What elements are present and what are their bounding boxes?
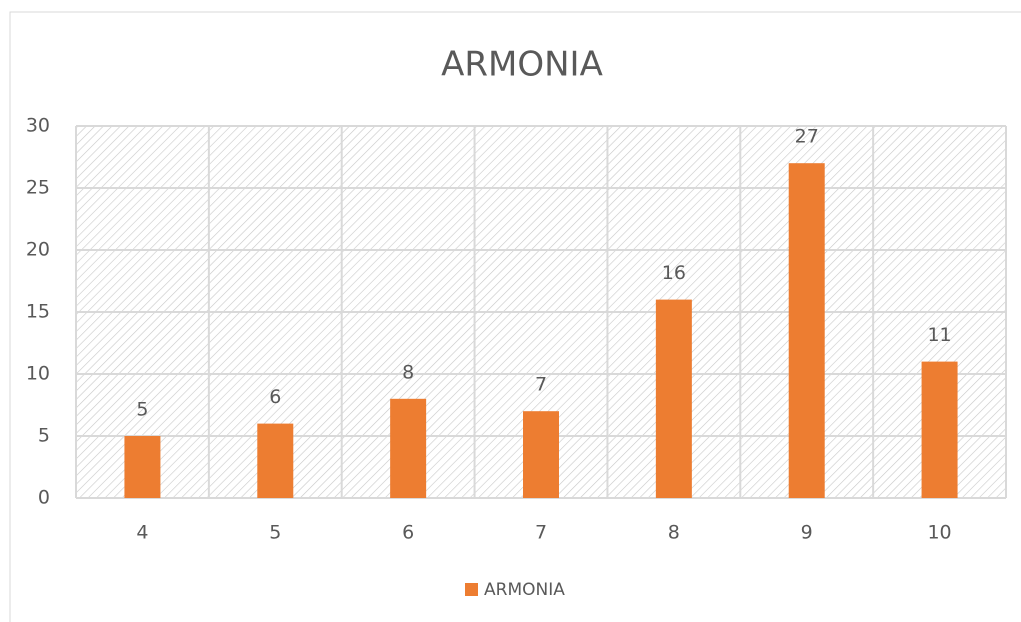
data-label: 27 [795,126,819,148]
y-tick-label: 15 [26,301,50,323]
bar [921,361,958,498]
y-tick-label: 0 [38,487,50,509]
x-tick-label: 10 [927,522,951,544]
y-tick-label: 30 [26,115,50,137]
bar [124,436,161,498]
bar [655,299,692,498]
x-tick-label: 9 [801,522,813,544]
y-tick-label: 20 [26,239,50,261]
x-tick-label: 6 [402,522,414,544]
y-tick-label: 25 [26,177,50,199]
data-label: 16 [662,262,686,284]
bar [523,411,559,498]
x-tick-label: 7 [535,522,547,544]
data-label: 8 [402,361,414,383]
data-label: 5 [136,399,148,421]
bar [257,423,294,498]
data-label: 6 [269,386,281,408]
chart-title: ARMONIA [441,45,603,85]
y-tick-label: 5 [38,425,50,447]
bar [390,398,427,498]
legend-label: ARMONIA [484,580,565,600]
x-tick-label: 5 [269,522,281,544]
x-tick-label: 4 [136,522,148,544]
data-label: 7 [535,374,547,396]
data-label: 11 [927,324,951,346]
x-tick-label: 8 [668,522,680,544]
bar [788,163,825,498]
legend-swatch [465,583,478,596]
y-tick-label: 10 [26,363,50,385]
